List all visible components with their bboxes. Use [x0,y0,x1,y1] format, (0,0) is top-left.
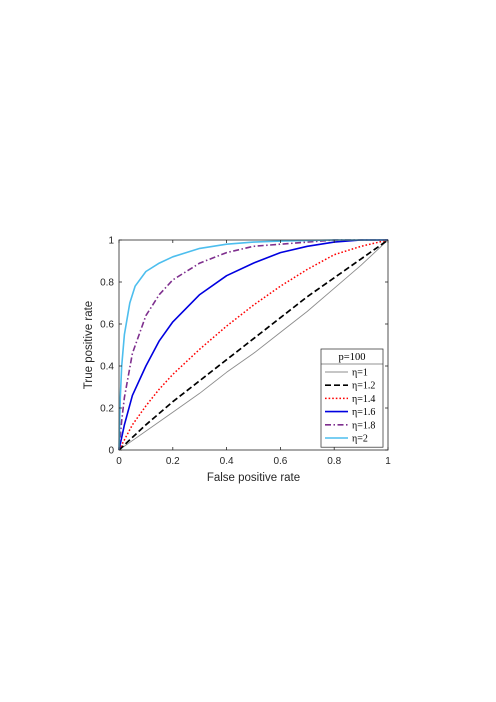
y-tick-label: 1 [108,236,114,247]
x-tick-label: 0.8 [327,456,341,467]
legend-label: η=1 [352,368,368,379]
y-tick-label: 0.8 [100,278,114,289]
x-axis-label: False positive rate [207,472,300,484]
x-tick-label: 1 [385,456,391,467]
legend: p=100 η=1 η=1.2 η=1.4 η=1.6 η=1.8 η=2 [320,348,384,448]
x-tick-label: 0 [116,456,122,467]
legend-label: η=1.6 [352,407,375,418]
legend-box [320,348,384,448]
x-tick-label: 0.2 [166,456,180,467]
series-line-4 [118,239,388,451]
legend-items: η=1 η=1.2 η=1.4 η=1.6 η=1.8 η=2 [325,368,375,445]
legend-label: η=1.4 [352,394,375,405]
x-tick-label: 0.4 [220,456,234,467]
x-tick-label: 0.6 [273,456,287,467]
y-tick-label: 0 [108,446,114,457]
series-line-2 [118,239,389,451]
legend-label: η=2 [352,434,368,445]
series-line-6 [118,239,388,451]
curves-layer [118,239,389,451]
y-axis-label: True positive rate [83,301,95,389]
y-tick-label: 0.4 [100,362,114,373]
y-tick-label: 0.2 [100,404,114,415]
legend-title: p=100 [339,352,366,363]
series-line-1 [118,239,389,451]
legend-label: η=1.8 [352,420,375,431]
y-tick-label: 0.6 [100,320,114,331]
series-line-3 [118,239,389,451]
y-ticks: 0 0.2 0.4 0.6 0.8 1 [100,236,388,457]
legend-label: η=1.2 [352,381,375,392]
axes-box [118,239,389,451]
x-ticks: 0 0.2 0.4 0.6 0.8 1 [116,240,391,467]
